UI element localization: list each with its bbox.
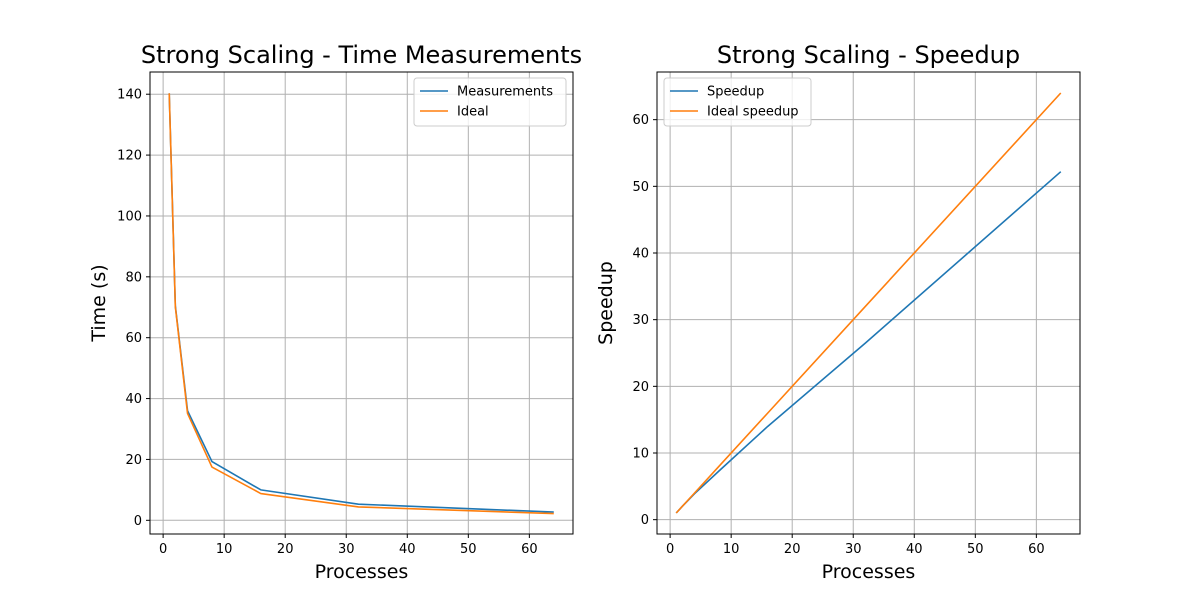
x-tick-label: 50 [967, 542, 984, 557]
legend-label: Ideal speedup [707, 105, 799, 120]
y-tick-label: 60 [632, 113, 649, 128]
legend-box [413, 77, 567, 127]
y-axis-label: Speedup [595, 261, 617, 345]
x-tick-label: 60 [1028, 542, 1045, 557]
legend: Speedup Ideal speedup [663, 77, 812, 127]
legend-label: Speedup [707, 85, 764, 100]
y-tick-label: 40 [125, 392, 142, 407]
speedup-chart: 0 10 20 30 40 50 60 0 10 20 30 40 50 60 Strong Scaling… [595, 41, 1081, 583]
x-tick-label: 0 [159, 542, 167, 557]
x-tick-label: 60 [521, 542, 538, 557]
x-tick-label: 20 [277, 542, 294, 557]
plot-frame [149, 71, 574, 535]
series-line-measurements [168, 93, 554, 513]
x-axis-label: Processes [822, 561, 916, 583]
plot-frame [656, 71, 1081, 535]
x-tick-label: 20 [784, 542, 801, 557]
y-tick-label: 40 [632, 247, 649, 262]
chart-title: Strong Scaling - Time Measurements [141, 41, 582, 69]
y-tick-label: 30 [632, 313, 649, 328]
y-tick-label: 80 [125, 270, 142, 285]
y-tick-label: 10 [632, 447, 649, 462]
y-tick-label: 50 [632, 180, 649, 195]
x-tick-label: 30 [845, 542, 862, 557]
y-tick-label: 0 [641, 513, 649, 528]
legend-label: Measurements [457, 85, 553, 100]
y-tick-label: 120 [117, 149, 142, 164]
series-line-speedup [675, 171, 1062, 514]
legend: Measurements Ideal [413, 77, 567, 127]
y-tick-label: 60 [125, 331, 142, 346]
series-line-ideal [168, 93, 554, 515]
legend-label: Ideal [457, 105, 489, 120]
x-tick-label: 10 [723, 542, 740, 557]
y-tick-label: 140 [117, 88, 142, 103]
x-tick-label: 30 [338, 542, 355, 557]
y-tick-label: 20 [632, 380, 649, 395]
y-tick-label: 20 [125, 453, 142, 468]
x-axis-label: Processes [315, 561, 409, 583]
y-tick-label: 100 [117, 209, 142, 224]
time-measurements-chart: 0 10 20 30 40 50 60 0 20 40 60 80 100 120 140 Strong Sc… [88, 41, 582, 583]
chart-title: Strong Scaling - Speedup [717, 41, 1020, 69]
x-tick-label: 0 [666, 542, 674, 557]
x-tick-label: 50 [460, 542, 477, 557]
y-tick-label: 0 [134, 514, 142, 529]
x-tick-label: 10 [216, 542, 233, 557]
x-tick-label: 40 [399, 542, 416, 557]
legend-box [663, 77, 812, 127]
x-tick-label: 40 [906, 542, 923, 557]
y-axis-label: Time (s) [88, 264, 110, 342]
series-line-ideal-speedup [675, 92, 1062, 514]
